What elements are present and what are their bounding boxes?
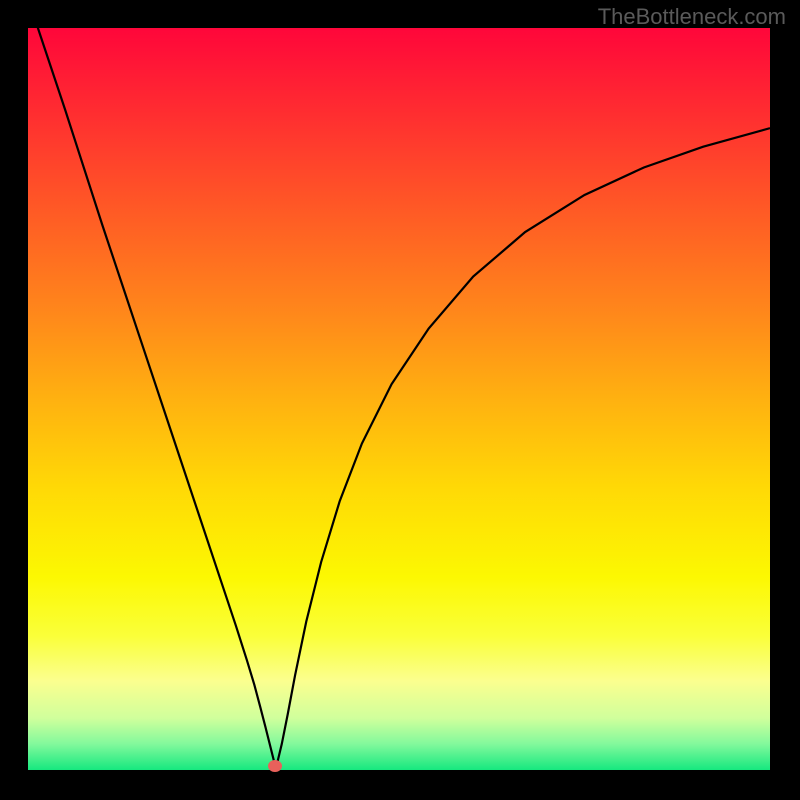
chart-svg [28,28,770,770]
watermark-text: TheBottleneck.com [598,4,786,30]
chart-background-gradient [28,28,770,770]
chart-minimum-marker [268,760,282,772]
chart-plot-area [28,28,770,770]
